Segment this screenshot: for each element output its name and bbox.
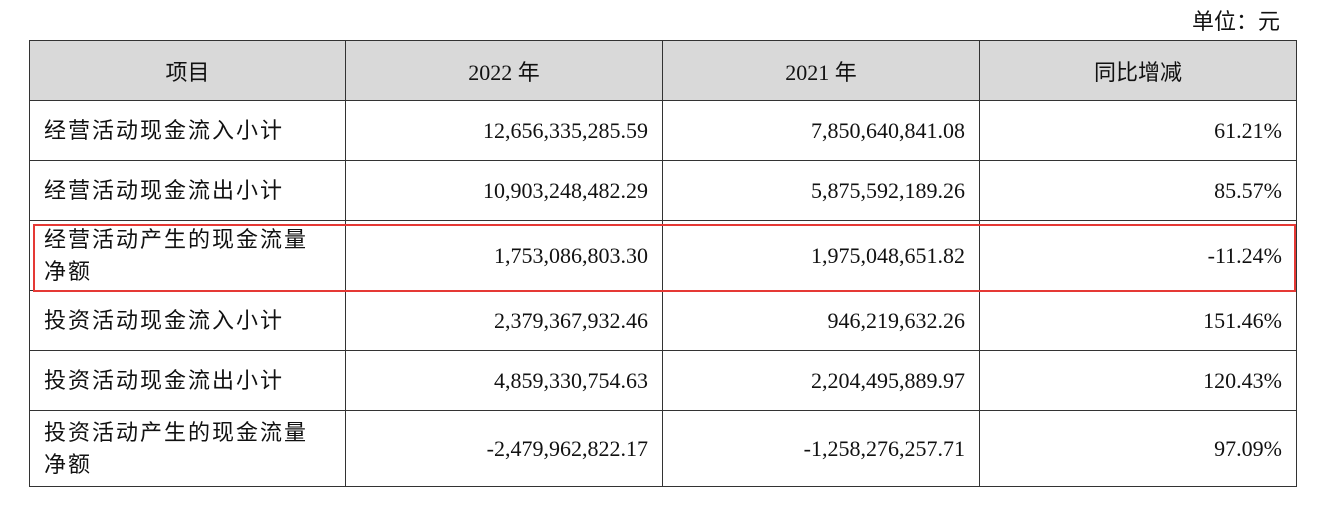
value-cell: 1,975,048,651.82 (662, 220, 980, 291)
table-row: 经营活动现金流出小计 10,903,248,482.29 5,875,592,189… (29, 160, 1297, 221)
row-label: 经营活动现金流出小计 (29, 160, 346, 221)
row-label: 投资活动现金流出小计 (29, 350, 346, 411)
header-cell: 2022 年 (345, 40, 663, 101)
value-cell: 85.57% (979, 160, 1297, 221)
value-cell: -2,479,962,822.17 (345, 410, 663, 487)
table-row: 投资活动现金流出小计 4,859,330,754.63 2,204,495,889.… (29, 350, 1297, 411)
row-label: 经营活动产生的现金流量净额 (29, 220, 346, 291)
value-cell: 7,850,640,841.08 (662, 100, 980, 161)
value-cell: 4,859,330,754.63 (345, 350, 663, 411)
value-cell: 2,204,495,889.97 (662, 350, 980, 411)
value-cell: 12,656,335,285.59 (345, 100, 663, 161)
value-cell: 151.46% (979, 290, 1297, 351)
table-body: 经营活动现金流入小计 12,656,335,285.59 7,850,640,841… (29, 100, 1297, 487)
header-cell: 同比增减 (979, 40, 1297, 101)
table-row: 经营活动现金流入小计 12,656,335,285.59 7,850,640,841… (29, 100, 1297, 161)
value-cell: 61.21% (979, 100, 1297, 161)
value-cell: -11.24% (979, 220, 1297, 291)
value-cell: 120.43% (979, 350, 1297, 411)
header-cell: 项目 (29, 40, 346, 101)
value-cell: 97.09% (979, 410, 1297, 487)
table-row: 投资活动现金流入小计 2,379,367,932.46 946,219,632.26… (29, 290, 1297, 351)
value-cell: 5,875,592,189.26 (662, 160, 980, 221)
value-cell: 1,753,086,803.30 (345, 220, 663, 291)
cash-flow-table: 项目 2022 年 2021 年同比增减 经营活动现金流入小计 12,656,335,… (29, 40, 1297, 487)
row-label: 投资活动产生的现金流量净额 (29, 410, 346, 487)
unit-label: 单位：元 (1191, 9, 1280, 34)
row-label: 投资活动现金流入小计 (29, 290, 346, 351)
table-row: 经营活动产生的现金流量净额 1,753,086,803.30 1,975,048,6… (29, 220, 1297, 291)
row-label: 经营活动现金流入小计 (29, 100, 346, 161)
value-cell: 10,903,248,482.29 (345, 160, 663, 221)
table-header: 项目 2022 年 2021 年同比增减 (29, 40, 1297, 101)
header-row: 项目 2022 年 2021 年同比增减 (29, 40, 1297, 101)
table-row: 投资活动产生的现金流量净额 -2,479,962,822.17 -1,258,276… (29, 410, 1297, 487)
value-cell: 946,219,632.26 (662, 290, 980, 351)
value-cell: -1,258,276,257.71 (662, 410, 980, 487)
header-cell: 2021 年 (662, 40, 980, 101)
value-cell: 2,379,367,932.46 (345, 290, 663, 351)
